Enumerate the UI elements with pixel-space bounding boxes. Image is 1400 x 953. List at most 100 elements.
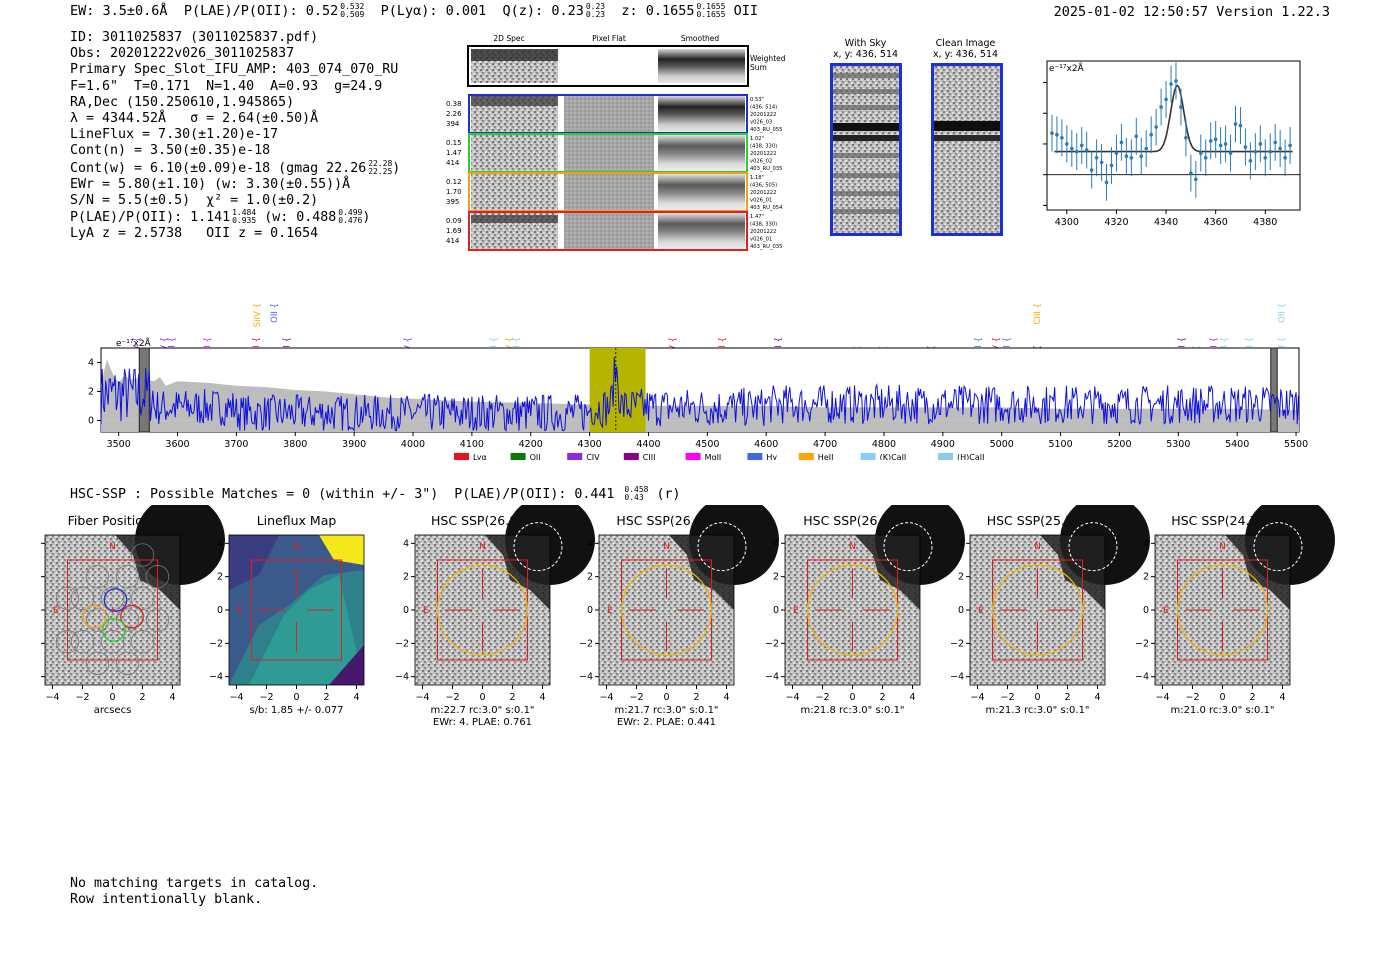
contw-end: ) <box>392 160 401 176</box>
fiber-circle <box>100 586 125 610</box>
line-fit-xtick: 4300 <box>1055 217 1079 228</box>
data-point <box>1258 142 1263 146</box>
compass-east: E <box>53 606 59 616</box>
panel-xtick: 4 <box>723 692 729 703</box>
panel-ytick: −4 <box>950 672 964 683</box>
aperture-circle <box>806 564 899 656</box>
panel-xtick: 4 <box>909 692 915 703</box>
compass-north: N <box>479 542 486 552</box>
panel-caption: m:22.7 rc:3.0" s:0.1" <box>430 705 534 716</box>
legend-swatch <box>747 453 763 460</box>
data-point <box>1144 146 1149 151</box>
panel-ytick: −2 <box>579 638 593 649</box>
panel-xtick: −2 <box>815 692 829 703</box>
compass-north: N <box>1034 542 1041 552</box>
panel-xtick: −2 <box>1185 692 1199 703</box>
data-point <box>1149 132 1153 137</box>
cutout-left-label: 0.38 <box>446 100 462 108</box>
panel-ytick: −2 <box>950 638 964 649</box>
fiber-circle <box>115 651 140 675</box>
legend-swatch <box>685 453 701 460</box>
panel-caption: s/b: 1.85 +/- 0.077 <box>249 705 343 716</box>
data-point <box>1174 79 1178 83</box>
panel-caption-2: EWr: 2, PLAE: 0.441 <box>617 717 716 725</box>
info-sn: S/N = 5.5(±0.5) χ² = 1.0(±0.2) <box>70 193 319 209</box>
emission-line-label: CII { <box>203 337 213 356</box>
cutout-right-label: 20201222 <box>750 229 776 235</box>
fiber-circle-highlight <box>82 604 107 629</box>
info-radec: RA,Dec (150.250610,1.945865) <box>70 94 295 110</box>
plae-text: P(LAE)/P(OII): 1.141 <box>70 210 231 226</box>
data-point <box>1213 137 1218 142</box>
cutout-left-label: 0.15 <box>446 139 462 147</box>
data-point <box>1268 149 1273 154</box>
panel-xtick: 0 <box>1034 692 1040 703</box>
aperture-circle <box>620 564 713 656</box>
cutout-left-label: 1.69 <box>446 227 462 235</box>
fiber-circle <box>100 630 125 654</box>
compass-north: N <box>1219 542 1226 552</box>
data-point <box>1079 143 1084 148</box>
hsc-summary: HSC-SSP : Possible Matches = 0 (within +… <box>70 486 681 503</box>
panel-xtick: −4 <box>1155 692 1169 703</box>
cutout-right-label: 1.47" <box>750 214 764 220</box>
catalog-circle <box>1068 522 1118 572</box>
cutout-right-label: 403_RU_035 <box>750 166 782 172</box>
legend-label: HeII <box>818 453 834 460</box>
spectrum-xtick: 4400 <box>636 439 660 450</box>
legend-label: (K)CaII <box>880 453 907 460</box>
catalog-note-line1: No matching targets in catalog. <box>70 876 319 891</box>
legend-swatch <box>454 453 469 460</box>
spectra-cutouts: 2D Spec Pixel Flat Smoothed Weighted Sum … <box>446 34 786 251</box>
z-line: OII <box>733 3 758 19</box>
emission-line-label: SiIV { <box>253 303 263 327</box>
catalog-circle <box>513 522 563 572</box>
search-box <box>251 559 342 661</box>
info-id: ID: 3011025837 (3011025837.pdf) <box>70 30 319 45</box>
contw-text: Cont(w) = 6.10(±0.09)e-18 (gmag 22.26 <box>70 160 367 176</box>
data-point <box>1179 105 1183 109</box>
spectrum-unit: e⁻¹⁷x2Å <box>116 337 152 349</box>
hsc-panel: HSC SSP(26.4) i N E −4 −4 −2 −2 0 0 2 2 4 4 m:21.8 rc… <box>765 505 965 716</box>
panel-ytick: −4 <box>395 672 409 683</box>
spectrum-ytick: 4 <box>88 357 94 368</box>
contw-lo: 22.25 <box>368 166 393 176</box>
line-fit-xtick: 4380 <box>1253 217 1277 228</box>
fiber-circle <box>130 630 155 654</box>
panel-ytick: 2 <box>1143 572 1149 583</box>
info-lineflux: LineFlux = 7.30(±1.20)e-17 <box>70 127 279 143</box>
legend-label: MgII <box>705 453 722 460</box>
pixelflat-cell <box>564 174 654 210</box>
panel-ytick: 2 <box>587 572 593 583</box>
cutout-right-label: v026_02 <box>750 159 772 165</box>
spectrum-xtick: 5300 <box>1166 439 1190 450</box>
fiber-circle-highlight <box>102 618 126 642</box>
panel-xtick: −2 <box>1000 692 1014 703</box>
data-point <box>1154 125 1158 129</box>
panel-xtick: 0 <box>849 692 855 703</box>
spectrum-legend: Lyα OII CIV CIII MgII Hγ HeII (K)CaII (H)CaII <box>454 453 984 460</box>
aperture-circle <box>1176 564 1269 656</box>
cutout-left-label: 1.70 <box>446 188 462 196</box>
spec2d-cell <box>471 135 558 171</box>
pixelflat-cell <box>564 213 654 249</box>
info-params: F=1.6" T=0.171 N=1.40 A=0.93 g=24.9 <box>70 78 383 94</box>
plae-hi: 0.532 <box>340 2 365 11</box>
hsc-panel: Lineflux Map N E −4 −4 −2 −2 0 0 2 2 4 4 s/b: 1.85 +/… <box>209 513 365 716</box>
panel-ytick: −2 <box>765 638 779 649</box>
spectrum-xtick: 4100 <box>460 439 484 450</box>
panel-xtick: 0 <box>1219 692 1225 703</box>
cutout-right-label: v026_01 <box>750 198 772 204</box>
data-point <box>1104 180 1109 185</box>
cutout-left-label: 0.12 <box>446 178 462 186</box>
cutout-right-label: 1.18" <box>750 175 764 181</box>
panel-xtick: 2 <box>509 692 515 703</box>
panel-ytick: −2 <box>395 638 409 649</box>
panel-xtick: −4 <box>785 692 799 703</box>
panel-xtick: −2 <box>445 692 459 703</box>
cutout-left-label: 414 <box>446 159 460 167</box>
compass-east: E <box>237 606 243 616</box>
plae-w-hi: 0.499 <box>338 208 363 218</box>
